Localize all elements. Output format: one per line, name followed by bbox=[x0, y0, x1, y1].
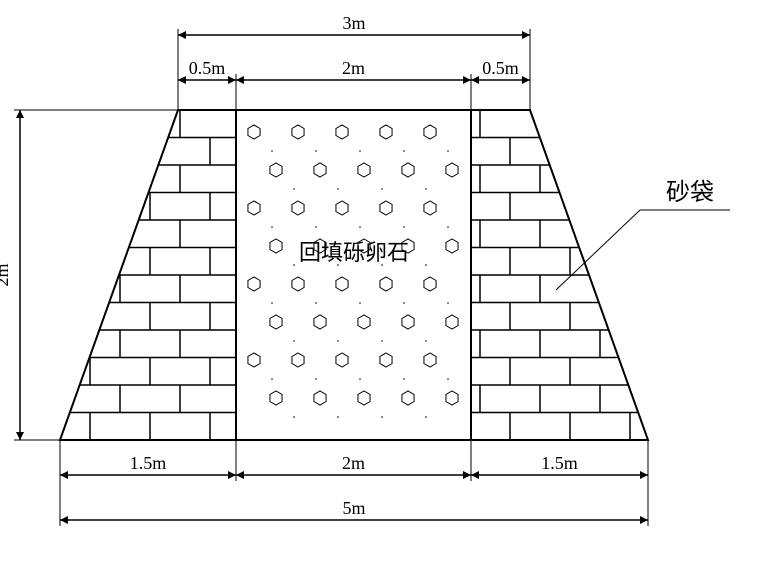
dim-top-seg-0: 0.5m bbox=[189, 58, 226, 78]
dim-top-seg-1: 2m bbox=[342, 58, 365, 78]
sandbag-leader bbox=[556, 210, 730, 290]
dim-top-seg-2: 0.5m bbox=[482, 58, 519, 78]
dim-top-outer: 3m bbox=[342, 13, 365, 33]
dim-bot-outer: 5m bbox=[342, 498, 365, 518]
center-fill-label: 回填砾卵石 bbox=[299, 240, 409, 265]
sandbag-label: 砂袋 bbox=[666, 179, 714, 206]
dim-height: 2m bbox=[0, 263, 12, 286]
dim-bot-seg-2: 1.5m bbox=[541, 453, 578, 473]
dim-bot-seg-1: 2m bbox=[342, 453, 365, 473]
dim-bot-seg-0: 1.5m bbox=[130, 453, 167, 473]
